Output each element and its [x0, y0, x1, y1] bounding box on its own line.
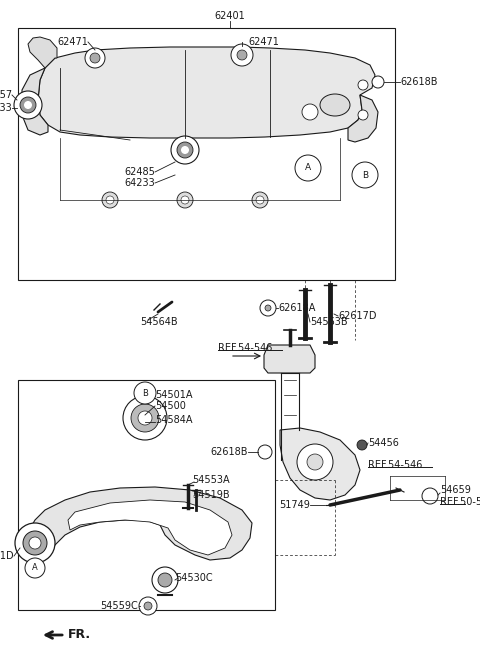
Circle shape — [144, 602, 152, 610]
Text: B: B — [362, 170, 368, 179]
Circle shape — [25, 558, 45, 578]
Circle shape — [297, 444, 333, 480]
Circle shape — [265, 305, 271, 311]
Polygon shape — [68, 500, 232, 555]
Text: 54551D: 54551D — [0, 551, 14, 561]
Polygon shape — [22, 68, 48, 135]
Polygon shape — [264, 345, 315, 373]
Circle shape — [358, 110, 368, 120]
Polygon shape — [348, 95, 378, 142]
Text: A: A — [305, 164, 311, 172]
Circle shape — [295, 155, 321, 181]
Text: REF.54-546: REF.54-546 — [368, 460, 422, 470]
Polygon shape — [280, 428, 360, 500]
Circle shape — [138, 411, 152, 425]
Text: 62471: 62471 — [248, 37, 279, 47]
Text: 54659: 54659 — [440, 485, 471, 495]
Text: 54530C: 54530C — [175, 573, 213, 583]
Circle shape — [256, 196, 264, 204]
Circle shape — [106, 196, 114, 204]
Circle shape — [358, 80, 368, 90]
Circle shape — [177, 142, 193, 158]
Circle shape — [258, 445, 272, 459]
Text: 54559C: 54559C — [100, 601, 138, 611]
Circle shape — [158, 573, 172, 587]
Polygon shape — [28, 487, 252, 560]
Circle shape — [237, 50, 247, 60]
Circle shape — [177, 192, 193, 208]
Text: 64233: 64233 — [0, 103, 12, 113]
Text: 54584A: 54584A — [155, 415, 192, 425]
Text: 54553A: 54553A — [192, 475, 229, 485]
Text: 54563B: 54563B — [310, 317, 348, 327]
Circle shape — [24, 101, 32, 109]
Text: 62618A: 62618A — [278, 303, 315, 313]
Text: 62485: 62485 — [124, 167, 155, 177]
Bar — [18, 28, 395, 280]
Text: 54500: 54500 — [155, 401, 186, 411]
Circle shape — [102, 192, 118, 208]
Circle shape — [20, 97, 36, 113]
Text: 54456: 54456 — [368, 438, 399, 448]
Circle shape — [302, 104, 318, 120]
Polygon shape — [28, 37, 57, 68]
Text: 62618B: 62618B — [211, 447, 248, 457]
Text: 64233: 64233 — [124, 178, 155, 188]
Circle shape — [85, 48, 105, 68]
Circle shape — [23, 531, 47, 555]
Bar — [18, 380, 275, 610]
Circle shape — [357, 440, 367, 450]
Circle shape — [181, 196, 189, 204]
Text: 62401: 62401 — [215, 11, 245, 21]
Circle shape — [152, 567, 178, 593]
Circle shape — [14, 91, 42, 119]
Circle shape — [352, 162, 378, 188]
Text: 62617D: 62617D — [338, 311, 376, 321]
Circle shape — [372, 76, 384, 88]
Circle shape — [171, 136, 199, 164]
Circle shape — [260, 300, 276, 316]
Text: FR.: FR. — [68, 629, 91, 642]
Text: 54519B: 54519B — [192, 490, 229, 500]
Text: A: A — [32, 564, 38, 573]
Text: 51749: 51749 — [279, 500, 310, 510]
Text: REF.54-546: REF.54-546 — [218, 343, 272, 353]
Text: B: B — [142, 389, 148, 398]
Text: REF.50-517: REF.50-517 — [440, 497, 480, 507]
Text: 54564B: 54564B — [140, 317, 178, 327]
Circle shape — [29, 537, 41, 549]
Polygon shape — [38, 47, 375, 138]
Circle shape — [131, 404, 159, 432]
Text: 62471: 62471 — [57, 37, 88, 47]
Circle shape — [422, 488, 438, 504]
Text: 62618B: 62618B — [400, 77, 437, 87]
Ellipse shape — [320, 94, 350, 116]
Circle shape — [15, 523, 55, 563]
Circle shape — [134, 382, 156, 404]
Circle shape — [231, 44, 253, 66]
Text: 55457: 55457 — [0, 90, 12, 100]
Circle shape — [181, 146, 189, 154]
Circle shape — [307, 454, 323, 470]
Text: 54501A: 54501A — [155, 390, 192, 400]
Circle shape — [123, 396, 167, 440]
Circle shape — [139, 597, 157, 615]
Circle shape — [90, 53, 100, 63]
Circle shape — [252, 192, 268, 208]
